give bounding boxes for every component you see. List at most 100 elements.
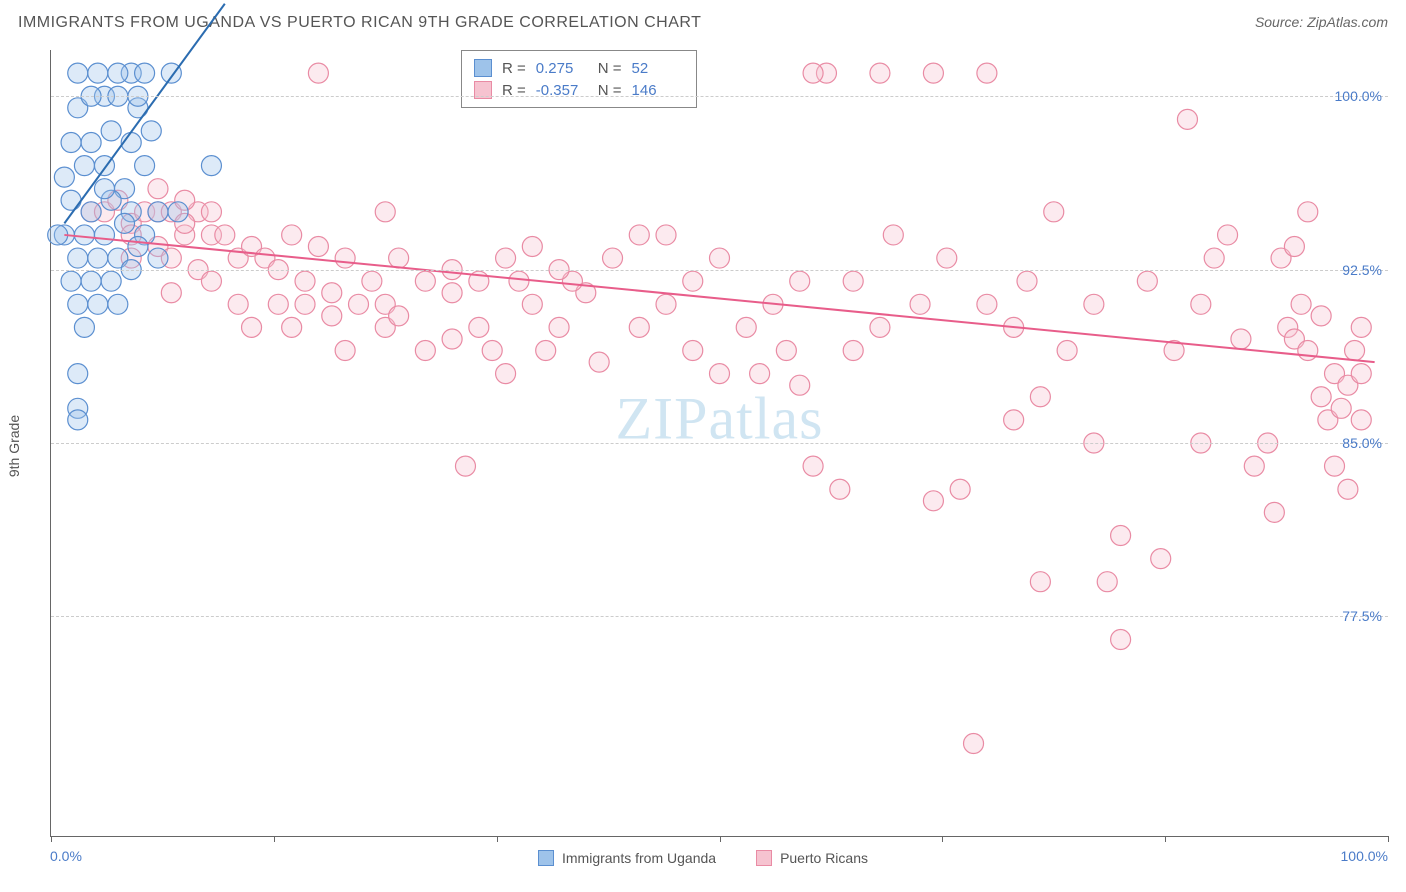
- data-point: [135, 63, 155, 83]
- data-point: [101, 121, 121, 141]
- data-point: [1351, 364, 1371, 384]
- x-tick: [1165, 836, 1166, 842]
- data-point: [843, 341, 863, 361]
- legend-label-1: Immigrants from Uganda: [562, 850, 716, 866]
- x-tick: [497, 836, 498, 842]
- data-point: [61, 271, 81, 291]
- data-point: [108, 63, 128, 83]
- data-point: [68, 364, 88, 384]
- data-point: [750, 364, 770, 384]
- data-point: [389, 248, 409, 268]
- x-tick: [942, 836, 943, 842]
- gridline-h: [51, 270, 1388, 271]
- stats-n-val-1: 52: [632, 60, 684, 77]
- data-point: [1345, 341, 1365, 361]
- x-tick: [51, 836, 52, 842]
- chart-title: IMMIGRANTS FROM UGANDA VS PUERTO RICAN 9…: [18, 14, 701, 32]
- data-point: [522, 294, 542, 314]
- data-point: [201, 271, 221, 291]
- data-point: [870, 317, 890, 337]
- data-point: [148, 179, 168, 199]
- data-point: [830, 479, 850, 499]
- data-point: [442, 283, 462, 303]
- data-point: [282, 317, 302, 337]
- data-point: [1137, 271, 1157, 291]
- data-point: [389, 306, 409, 326]
- stats-r-val-1: 0.275: [536, 60, 588, 77]
- data-point: [295, 294, 315, 314]
- data-point: [496, 364, 516, 384]
- legend-bottom: Immigrants from Uganda Puerto Ricans: [538, 850, 868, 866]
- legend-item-1: Immigrants from Uganda: [538, 850, 716, 866]
- data-point: [88, 63, 108, 83]
- gridline-h: [51, 96, 1388, 97]
- data-point: [1284, 237, 1304, 257]
- data-point: [683, 341, 703, 361]
- gridline-h: [51, 616, 1388, 617]
- data-point: [335, 341, 355, 361]
- x-tick: [274, 836, 275, 842]
- data-point: [1004, 410, 1024, 430]
- data-point: [455, 456, 475, 476]
- stats-legend: R = 0.275 N = 52 R = -0.357 N = 146: [461, 50, 697, 108]
- data-point: [61, 190, 81, 210]
- data-point: [656, 225, 676, 245]
- x-min-label: 0.0%: [50, 848, 82, 864]
- data-point: [308, 237, 328, 257]
- data-point: [81, 202, 101, 222]
- stats-n-label-1: N =: [598, 60, 622, 77]
- data-point: [509, 271, 529, 291]
- data-point: [94, 179, 114, 199]
- data-point: [803, 456, 823, 476]
- data-point: [910, 294, 930, 314]
- data-point: [923, 491, 943, 511]
- data-point: [843, 271, 863, 291]
- data-point: [68, 294, 88, 314]
- data-point: [496, 248, 516, 268]
- y-axis-label: 9th Grade: [6, 415, 22, 477]
- data-point: [1231, 329, 1251, 349]
- y-tick-label: 85.0%: [1342, 435, 1382, 451]
- data-point: [61, 132, 81, 152]
- data-point: [977, 63, 997, 83]
- data-point: [268, 294, 288, 314]
- data-point: [790, 375, 810, 395]
- data-point: [629, 225, 649, 245]
- data-point: [1311, 306, 1331, 326]
- data-point: [68, 63, 88, 83]
- y-tick-label: 92.5%: [1342, 262, 1382, 278]
- data-point: [1298, 341, 1318, 361]
- data-point: [201, 202, 221, 222]
- data-point: [710, 364, 730, 384]
- data-point: [1351, 410, 1371, 430]
- data-point: [54, 167, 74, 187]
- data-point: [415, 341, 435, 361]
- data-point: [74, 225, 94, 245]
- data-point: [322, 283, 342, 303]
- data-point: [295, 271, 315, 291]
- data-point: [1331, 398, 1351, 418]
- data-point: [375, 202, 395, 222]
- data-point: [710, 248, 730, 268]
- data-point: [1151, 549, 1171, 569]
- data-point: [1325, 456, 1345, 476]
- stats-row-1: R = 0.275 N = 52: [474, 57, 684, 79]
- data-point: [683, 271, 703, 291]
- data-point: [141, 121, 161, 141]
- data-point: [135, 156, 155, 176]
- data-point: [1017, 271, 1037, 291]
- data-point: [950, 479, 970, 499]
- data-point: [803, 63, 823, 83]
- data-point: [923, 63, 943, 83]
- legend-item-2: Puerto Ricans: [756, 850, 868, 866]
- data-point: [1264, 502, 1284, 522]
- x-tick: [1388, 836, 1389, 842]
- data-point: [101, 271, 121, 291]
- data-point: [215, 225, 235, 245]
- gridline-h: [51, 443, 1388, 444]
- data-point: [349, 294, 369, 314]
- data-point: [68, 248, 88, 268]
- y-tick-label: 100.0%: [1335, 88, 1382, 104]
- data-point: [883, 225, 903, 245]
- data-point: [1177, 109, 1197, 129]
